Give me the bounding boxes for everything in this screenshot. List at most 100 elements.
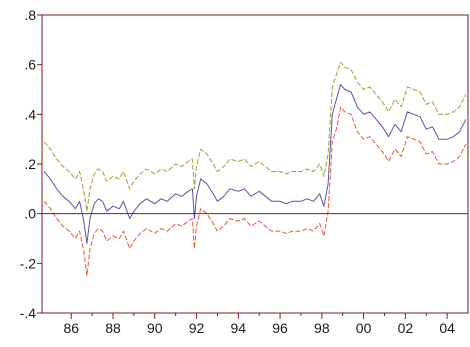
x-tick-label: 88 — [105, 320, 121, 336]
data-point-upper — [453, 111, 454, 112]
data-point-middle — [357, 106, 358, 107]
data-point-lower — [313, 231, 314, 232]
data-point-lower — [340, 106, 341, 107]
data-point-middle — [181, 196, 182, 197]
data-point-upper — [75, 178, 76, 179]
data-point-middle — [206, 183, 207, 184]
data-point-upper — [86, 211, 87, 212]
data-point-upper — [98, 168, 99, 169]
data-point-upper — [332, 86, 333, 87]
data-point-middle — [129, 218, 130, 219]
data-point-lower — [376, 144, 377, 145]
data-point-upper — [167, 171, 168, 172]
data-point-lower — [286, 233, 287, 234]
data-point-middle — [106, 211, 107, 212]
data-point-upper — [146, 168, 147, 169]
data-point-middle — [307, 198, 308, 199]
data-point-middle — [140, 203, 141, 204]
data-point-upper — [112, 176, 113, 177]
x-tick-label: 98 — [314, 320, 330, 336]
data-point-lower — [192, 218, 193, 219]
data-point-upper — [328, 154, 329, 155]
data-point-middle — [394, 124, 395, 125]
data-point-upper — [351, 69, 352, 70]
data-point-upper — [69, 171, 70, 172]
data-point-upper — [106, 181, 107, 182]
data-point-middle — [244, 188, 245, 189]
series-line-upper — [43, 61, 467, 212]
data-point-upper — [160, 168, 161, 169]
data-point-lower — [56, 218, 57, 219]
data-point-middle — [382, 126, 383, 127]
data-point-lower — [94, 233, 95, 234]
data-point-middle — [133, 211, 134, 212]
data-point-lower — [300, 231, 301, 232]
data-point-upper — [79, 171, 80, 172]
data-point-lower — [50, 208, 51, 209]
data-point-lower — [244, 218, 245, 219]
data-point-lower — [344, 111, 345, 112]
data-point-lower — [79, 231, 80, 232]
data-point-middle — [286, 203, 287, 204]
data-point-middle — [112, 206, 113, 207]
data-point-middle — [313, 201, 314, 202]
data-point-upper — [50, 149, 51, 150]
data-point-middle — [69, 201, 70, 202]
data-point-middle — [271, 201, 272, 202]
data-point-lower — [401, 156, 402, 157]
data-point-lower — [102, 231, 103, 232]
x-tick-label: 02 — [398, 320, 414, 336]
data-point-lower — [465, 144, 466, 145]
x-tick-label: 04 — [439, 320, 455, 336]
data-point-upper — [292, 171, 293, 172]
data-point-lower — [447, 163, 448, 164]
data-point-lower — [213, 223, 214, 224]
data-point-lower — [394, 149, 395, 150]
data-point-upper — [319, 163, 320, 164]
data-point-middle — [217, 201, 218, 202]
data-point-middle — [344, 89, 345, 90]
data-point-middle — [200, 178, 201, 179]
data-point-lower — [419, 141, 420, 142]
data-point-lower — [438, 163, 439, 164]
data-point-lower — [229, 218, 230, 219]
data-point-middle — [388, 136, 389, 137]
data-point-lower — [357, 131, 358, 132]
data-point-middle — [44, 171, 45, 172]
data-point-upper — [123, 171, 124, 172]
data-point-middle — [154, 203, 155, 204]
data-point-upper — [194, 188, 195, 189]
data-point-lower — [140, 233, 141, 234]
data-point-lower — [280, 231, 281, 232]
data-point-middle — [188, 191, 189, 192]
data-point-lower — [323, 235, 324, 236]
data-point-lower — [250, 226, 251, 227]
data-point-middle — [213, 193, 214, 194]
data-point-middle — [123, 201, 124, 202]
data-point-lower — [426, 154, 427, 155]
data-point-upper — [119, 178, 120, 179]
series-lower — [43, 106, 467, 277]
data-point-middle — [75, 208, 76, 209]
data-point-upper — [340, 62, 341, 63]
data-point-upper — [56, 158, 57, 159]
data-point-upper — [300, 171, 301, 172]
data-point-upper — [369, 86, 370, 87]
data-point-upper — [307, 168, 308, 169]
x-tick-label: 86 — [63, 320, 79, 336]
data-point-middle — [465, 119, 466, 120]
data-point-upper — [313, 171, 314, 172]
data-point-upper — [426, 104, 427, 105]
data-point-upper — [129, 188, 130, 189]
axis-layer — [37, 14, 469, 319]
data-point-upper — [401, 106, 402, 107]
data-point-middle — [419, 116, 420, 117]
data-point-upper — [419, 91, 420, 92]
data-point-lower — [336, 129, 337, 130]
data-point-lower — [75, 238, 76, 239]
data-point-upper — [382, 101, 383, 102]
data-point-lower — [98, 228, 99, 229]
data-point-lower — [407, 136, 408, 137]
data-point-upper — [336, 74, 337, 75]
